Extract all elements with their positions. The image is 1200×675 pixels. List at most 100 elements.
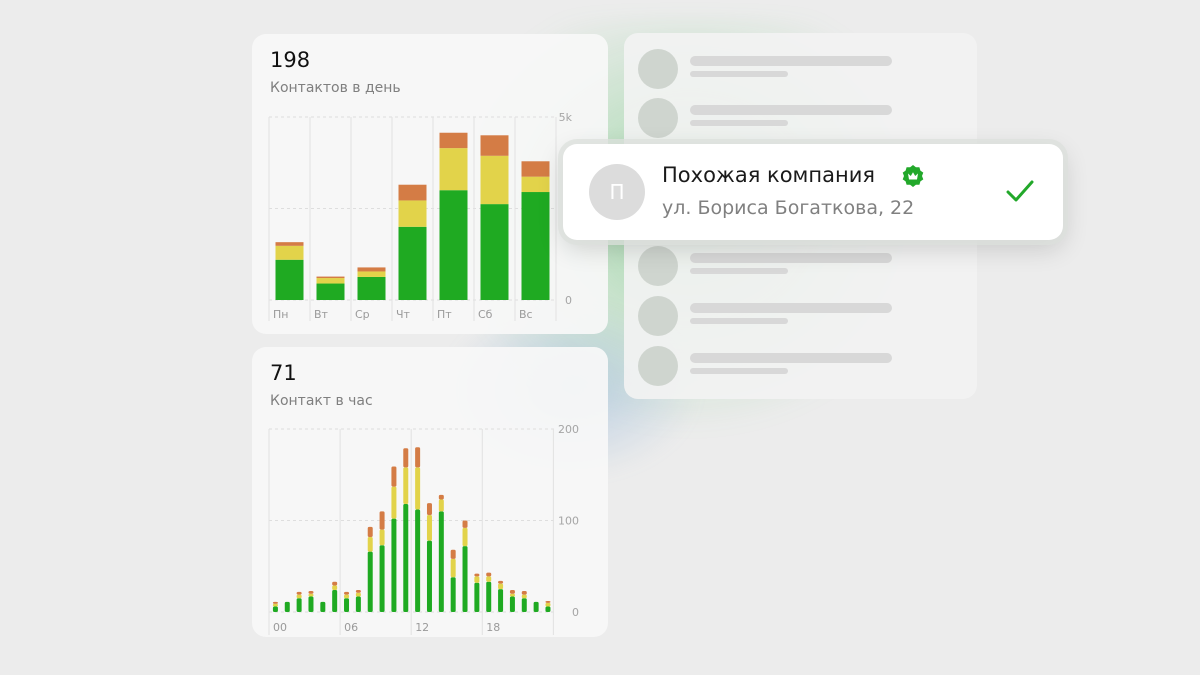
bar-segment [357,271,386,277]
placeholder-subtitle-line [690,368,788,374]
bar-segment [509,596,515,612]
company-list-item[interactable] [638,246,898,286]
x-tick-label: Чт [396,308,411,321]
bar-segment [462,520,468,528]
daily-contacts-label: Контактов в день [270,80,401,96]
placeholder-title-line [690,253,892,263]
y-tick-label: 0 [565,294,572,307]
bar-segment [367,526,373,537]
x-tick-label: 18 [486,621,500,634]
bar-segment [480,204,509,300]
bar-segment [426,515,432,541]
y-tick-label: 200 [558,423,579,436]
company-avatar: П [589,164,645,220]
bar-segment [545,606,551,612]
bar-segment [296,591,302,595]
selected-company-card[interactable]: П Похожая компания ул. Бориса Богаткова,… [563,144,1063,240]
bar-segment [521,176,550,193]
placeholder-avatar [638,296,678,336]
bar-segment [462,546,468,612]
bar-segment [379,545,385,612]
bar-segment [521,161,550,177]
bar-segment [275,245,304,260]
bar-segment [275,259,304,300]
bar-segment [332,581,338,586]
placeholder-title-line [690,56,892,66]
bar-segment [391,518,397,612]
company-list-item[interactable] [638,98,898,138]
bar-segment [332,585,338,591]
bar-segment [509,593,515,597]
placeholder-title-line [690,303,892,313]
bar-segment [509,590,515,594]
company-list-item[interactable] [638,49,898,89]
bar-segment [320,601,326,612]
bar-segment [275,242,304,246]
x-tick-label: Пн [273,308,288,321]
daily-contacts-chart: Пн Вт Ср Чт Пт Сб Вс 5k 0 [268,111,573,321]
bar-segment [415,447,421,468]
bar-segment [355,590,361,593]
bar-segment [474,573,480,577]
bar-segment [398,226,427,300]
bar-segment [450,577,456,612]
bar-segment [521,598,527,612]
x-tick-label: 00 [273,621,287,634]
x-tick-label: Вт [314,308,329,321]
bar-segment [480,155,509,205]
bar-segment [367,551,373,612]
bar-segment [438,494,444,500]
daily-contacts-card: 198 Контактов в день Пн Вт Ср Чт Пт Сб Вс 5k 0 [252,34,608,334]
bar-segment [379,511,385,530]
company-name: Похожая компания [662,163,875,187]
bar-segment [357,267,386,272]
bar-segment [296,594,302,599]
bar-segment [367,536,373,552]
bar-segment [521,590,527,595]
bar-segment [439,190,468,300]
bar-segment [344,591,350,595]
bar-segment [498,589,504,612]
bar-segment [545,601,551,603]
bar-segment [415,467,421,510]
bar-segment [450,558,456,578]
bar-segment [438,511,444,612]
hourly-contacts-chart: 00 06 12 18 200 100 0 [268,423,579,635]
bar-segment [391,486,397,519]
bar-segment [403,504,409,612]
y-tick-label: 100 [558,515,579,528]
bar-segment [480,135,509,156]
bar-segment [316,276,345,279]
hourly-contacts-label: Контакт в час [270,393,373,409]
verified-badge-icon [902,165,924,187]
bar-segment [398,184,427,201]
x-tick-label: Ср [355,308,370,321]
bar-segment [344,594,350,599]
bar-segment [439,132,468,149]
company-list-item[interactable] [638,296,898,336]
x-tick-label: Сб [478,308,493,321]
hourly-contacts-card: 71 Контакт в час 00 06 12 18 200 100 0 [252,347,608,637]
bar-segment [545,602,551,607]
placeholder-avatar [638,49,678,89]
x-tick-label: Вс [519,308,533,321]
bar-segment [415,509,421,612]
placeholder-subtitle-line [690,268,788,274]
bar-segment [403,467,409,505]
y-tick-label: 5k [559,111,573,124]
bar-segment [357,276,386,300]
bar-segment [272,603,278,607]
company-list-item[interactable] [638,346,898,386]
placeholder-avatar [638,246,678,286]
placeholder-subtitle-line [690,318,788,324]
bar-segment [438,499,444,512]
bar-segment [521,192,550,300]
bar-segment [486,576,492,582]
company-address: ул. Бориса Богаткова, 22 [662,197,915,219]
checkmark-icon[interactable] [1005,178,1035,204]
bar-segment [272,601,278,604]
bar-segment [521,594,527,599]
bar-segment [398,200,427,227]
bar-segment [403,448,409,468]
placeholder-avatar [638,346,678,386]
